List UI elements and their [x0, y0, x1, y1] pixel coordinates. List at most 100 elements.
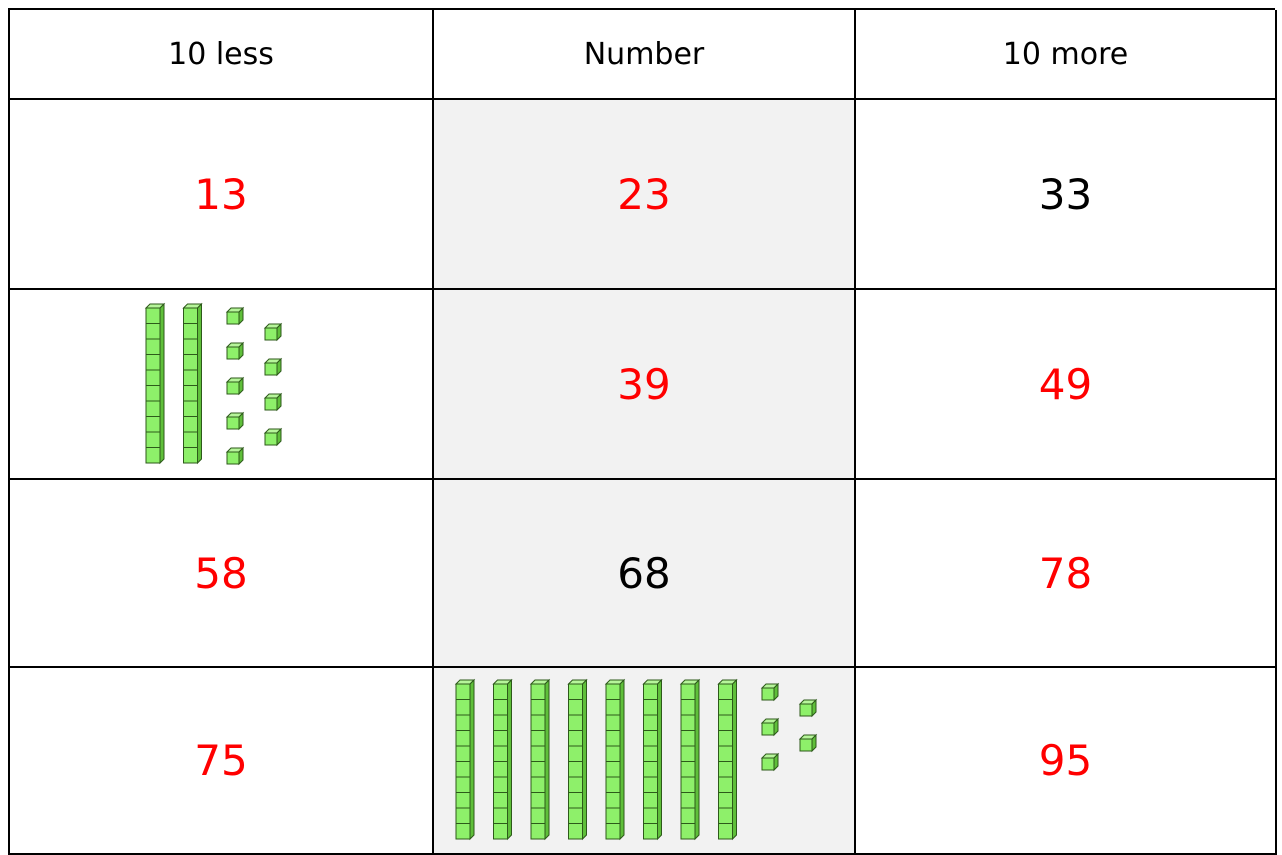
rod-segment: [569, 762, 583, 778]
rod-segment: [456, 731, 470, 747]
rod-segment: [606, 793, 620, 809]
header-cell: 10 more: [856, 10, 1277, 100]
rod-segment: [183, 370, 197, 386]
rod-segment: [456, 824, 470, 840]
cube-front: [227, 417, 239, 429]
rod-segment: [569, 824, 583, 840]
base-ten-blocks: [454, 678, 834, 843]
rod-segment: [494, 746, 508, 762]
table-cell: 58: [10, 480, 434, 668]
rod-segment: [606, 700, 620, 716]
rod-segment: [606, 824, 620, 840]
cube-front: [265, 433, 277, 445]
cell-number: 78: [1039, 549, 1092, 598]
unit-cube: [762, 719, 778, 735]
unit-cube: [762, 684, 778, 700]
table-cell: 23: [434, 100, 856, 290]
rod-segment: [494, 808, 508, 824]
rod-segment: [644, 777, 658, 793]
cube-front: [265, 328, 277, 340]
cube-front: [800, 739, 812, 751]
rod-segment: [719, 793, 733, 809]
rod-segment: [183, 401, 197, 417]
rod-segment: [569, 746, 583, 762]
table-cell: 13: [10, 100, 434, 290]
unit-cube: [800, 735, 816, 751]
rod-segment: [569, 793, 583, 809]
table-cell: 68: [434, 480, 856, 668]
rod-segment: [183, 385, 197, 401]
cube-front: [227, 452, 239, 464]
cell-number: 58: [194, 549, 247, 598]
rod-segment: [719, 715, 733, 731]
rod-segment: [531, 808, 545, 824]
rod-segment: [569, 684, 583, 700]
table-cell: 78: [856, 480, 1277, 668]
rod-segment: [644, 731, 658, 747]
rod-segment: [644, 746, 658, 762]
rod-segment: [456, 715, 470, 731]
rod-segment: [146, 370, 160, 386]
unit-cube: [800, 700, 816, 716]
rod-segment: [456, 700, 470, 716]
rod-segment: [606, 715, 620, 731]
rod-side: [508, 680, 512, 839]
rod-segment: [681, 777, 695, 793]
rod-segment: [183, 323, 197, 339]
rod-segment: [531, 684, 545, 700]
rod-segment: [681, 731, 695, 747]
rod-segment: [606, 731, 620, 747]
ten-rod: [494, 680, 512, 839]
base-ten-blocks: [144, 302, 299, 467]
cell-number: 68: [617, 549, 670, 598]
rod-segment: [719, 808, 733, 824]
unit-cube: [265, 359, 281, 375]
cube-front: [227, 382, 239, 394]
table-cell: [434, 668, 856, 855]
cell-number: 39: [617, 360, 670, 409]
rod-segment: [494, 824, 508, 840]
rod-side: [470, 680, 474, 839]
rod-segment: [606, 684, 620, 700]
table-cell: 95: [856, 668, 1277, 855]
cube-front: [227, 312, 239, 324]
rod-segment: [456, 684, 470, 700]
rod-segment: [681, 762, 695, 778]
rod-segment: [183, 339, 197, 355]
rod-segment: [719, 731, 733, 747]
table-cell: [10, 290, 434, 480]
rod-segment: [606, 777, 620, 793]
rod-segment: [494, 700, 508, 716]
rod-segment: [531, 777, 545, 793]
rod-segment: [531, 793, 545, 809]
rod-segment: [456, 746, 470, 762]
cube-front: [762, 723, 774, 735]
rod-segment: [456, 808, 470, 824]
rod-segment: [719, 824, 733, 840]
ten-rod: [456, 680, 474, 839]
rod-segment: [719, 762, 733, 778]
rod-side: [620, 680, 624, 839]
cell-number: 13: [194, 170, 247, 219]
rod-segment: [146, 308, 160, 324]
rod-segment: [681, 808, 695, 824]
rod-side: [658, 680, 662, 839]
cube-front: [762, 688, 774, 700]
rod-segment: [531, 700, 545, 716]
table-cell: 49: [856, 290, 1277, 480]
rod-segment: [569, 731, 583, 747]
ten-rod: [183, 304, 201, 463]
rod-segment: [644, 700, 658, 716]
rod-segment: [531, 731, 545, 747]
rod-segment: [456, 777, 470, 793]
rod-segment: [183, 308, 197, 324]
cell-number: 49: [1039, 360, 1092, 409]
rod-segment: [146, 447, 160, 463]
rod-segment: [146, 416, 160, 432]
unit-cube: [227, 413, 243, 429]
cube-front: [265, 398, 277, 410]
unit-cube: [227, 343, 243, 359]
rod-segment: [719, 700, 733, 716]
cell-number: 95: [1039, 736, 1092, 785]
cube-front: [762, 758, 774, 770]
